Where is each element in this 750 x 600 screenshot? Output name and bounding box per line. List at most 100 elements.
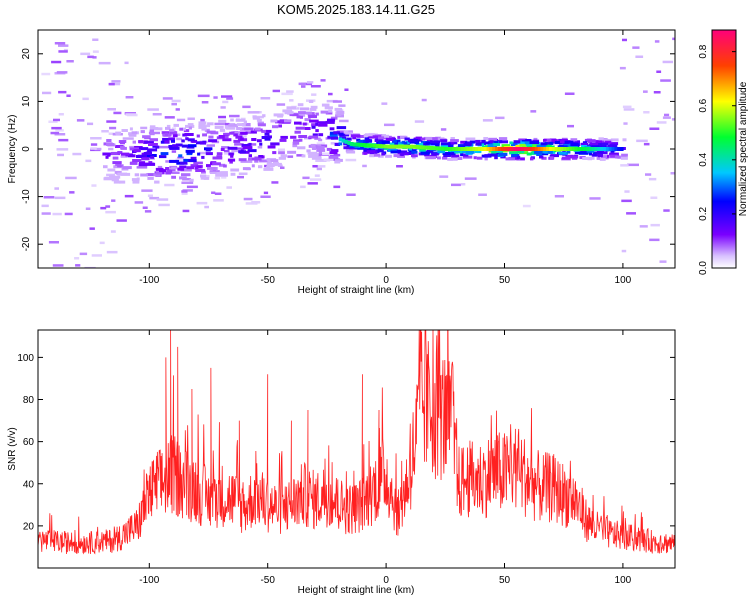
heatmap-cell <box>87 55 94 59</box>
heatmap-cell <box>149 138 158 142</box>
heatmap-cell <box>165 126 171 130</box>
heatmap-cell <box>257 146 263 149</box>
heatmap-cell <box>259 159 268 163</box>
heatmap-cell <box>139 161 146 165</box>
heatmap-cell <box>205 152 213 156</box>
heatmap-cell <box>91 184 97 187</box>
heatmap-cell <box>165 167 170 170</box>
heatmap-cell <box>653 91 661 94</box>
x-tick-label: 100 <box>615 575 632 586</box>
heatmap-cell <box>167 168 176 172</box>
heatmap-cell <box>213 199 224 202</box>
heatmap-cell <box>216 152 223 156</box>
heatmap-marks <box>41 37 675 268</box>
heatmap-cell <box>544 150 553 154</box>
heatmap-cell <box>136 155 142 158</box>
heatmap-cell <box>517 141 525 145</box>
heatmap-cell <box>248 157 256 161</box>
heatmap-cell <box>159 169 167 173</box>
heatmap-cell <box>218 115 226 119</box>
heatmap-cell <box>287 155 294 158</box>
heatmap-cell <box>119 180 126 184</box>
heatmap-cell <box>308 100 314 103</box>
heatmap-cell <box>251 138 257 141</box>
heatmap-cell <box>569 155 579 159</box>
heatmap-cell <box>361 143 365 147</box>
heatmap-cell <box>298 111 306 115</box>
heatmap-cell <box>230 168 240 172</box>
y-tick-label: 80 <box>23 395 35 406</box>
heatmap-cell <box>170 146 180 150</box>
heatmap-cell <box>524 141 530 145</box>
heatmap-cell <box>284 111 294 115</box>
heatmap-cell <box>435 144 440 147</box>
heatmap-cell <box>257 123 266 127</box>
heatmap-cell <box>650 223 660 227</box>
heatmap-cell <box>109 175 114 179</box>
heatmap-cell <box>476 156 483 160</box>
heatmap-cell <box>437 156 441 160</box>
heatmap-cell <box>370 143 374 148</box>
heatmap-cell <box>426 145 431 150</box>
heatmap-cell <box>375 149 384 153</box>
heatmap-cell <box>257 121 264 125</box>
heatmap-cell <box>533 137 538 141</box>
heatmap-cell <box>539 155 544 159</box>
heatmap-cell <box>540 142 548 146</box>
heatmap-cell <box>177 156 184 160</box>
heatmap-cell <box>146 162 156 166</box>
heatmap-cell <box>511 143 518 147</box>
heatmap-cell <box>272 89 280 93</box>
chart-title: KOM5.2025.183.14.11.G25 <box>276 2 436 17</box>
heatmap-cell <box>112 156 119 160</box>
heatmap-cell <box>537 147 542 151</box>
heatmap-cell <box>623 108 635 111</box>
heatmap-cell <box>296 115 301 119</box>
heatmap-cell <box>334 158 343 162</box>
heatmap-cell <box>284 119 292 123</box>
heatmap-cell <box>440 142 451 146</box>
heatmap-cell <box>457 157 463 160</box>
heatmap-cell <box>156 198 169 201</box>
heatmap-cell <box>138 140 148 144</box>
heatmap-cell <box>121 152 130 156</box>
heatmap-cell <box>338 137 343 142</box>
heatmap-cell <box>620 147 624 151</box>
heatmap-cell <box>619 66 626 70</box>
heatmap-cell <box>66 60 74 63</box>
heatmap-cell <box>367 135 376 139</box>
heatmap-cell <box>63 48 68 52</box>
heatmap-cell <box>328 155 339 159</box>
heatmap-cell <box>607 144 618 148</box>
heatmap-cell <box>550 154 559 158</box>
heatmap-cell <box>570 143 580 147</box>
heatmap-cell <box>199 141 206 145</box>
heatmap-cell <box>378 136 388 140</box>
heatmap-cell <box>327 118 336 122</box>
heatmap-cell <box>484 154 491 158</box>
heatmap-cell <box>142 206 148 209</box>
heatmap-cell <box>463 153 469 157</box>
heatmap-cell <box>171 102 177 106</box>
heatmap-cell <box>344 139 348 144</box>
heatmap-cell <box>181 190 188 193</box>
heatmap-cell <box>621 199 632 203</box>
heatmap-cell <box>587 156 595 160</box>
heatmap-cell <box>235 135 241 139</box>
heatmap-cell <box>491 150 497 154</box>
heatmap-cell <box>200 176 207 180</box>
heatmap-cell <box>401 144 405 149</box>
heatmap-cell <box>230 118 234 122</box>
heatmap-cell <box>239 137 244 141</box>
x-tick-label: 0 <box>383 575 389 586</box>
heatmap-cell <box>195 169 206 172</box>
heatmap-cell <box>411 150 418 154</box>
heatmap-cell <box>105 210 116 214</box>
heatmap-cell <box>350 142 354 146</box>
heatmap-cell <box>256 139 262 143</box>
heatmap-cell <box>600 147 604 151</box>
heatmap-cell <box>563 147 567 151</box>
heatmap-cell <box>529 147 533 151</box>
heatmap-cell <box>381 140 390 144</box>
heatmap-cell <box>254 127 261 131</box>
